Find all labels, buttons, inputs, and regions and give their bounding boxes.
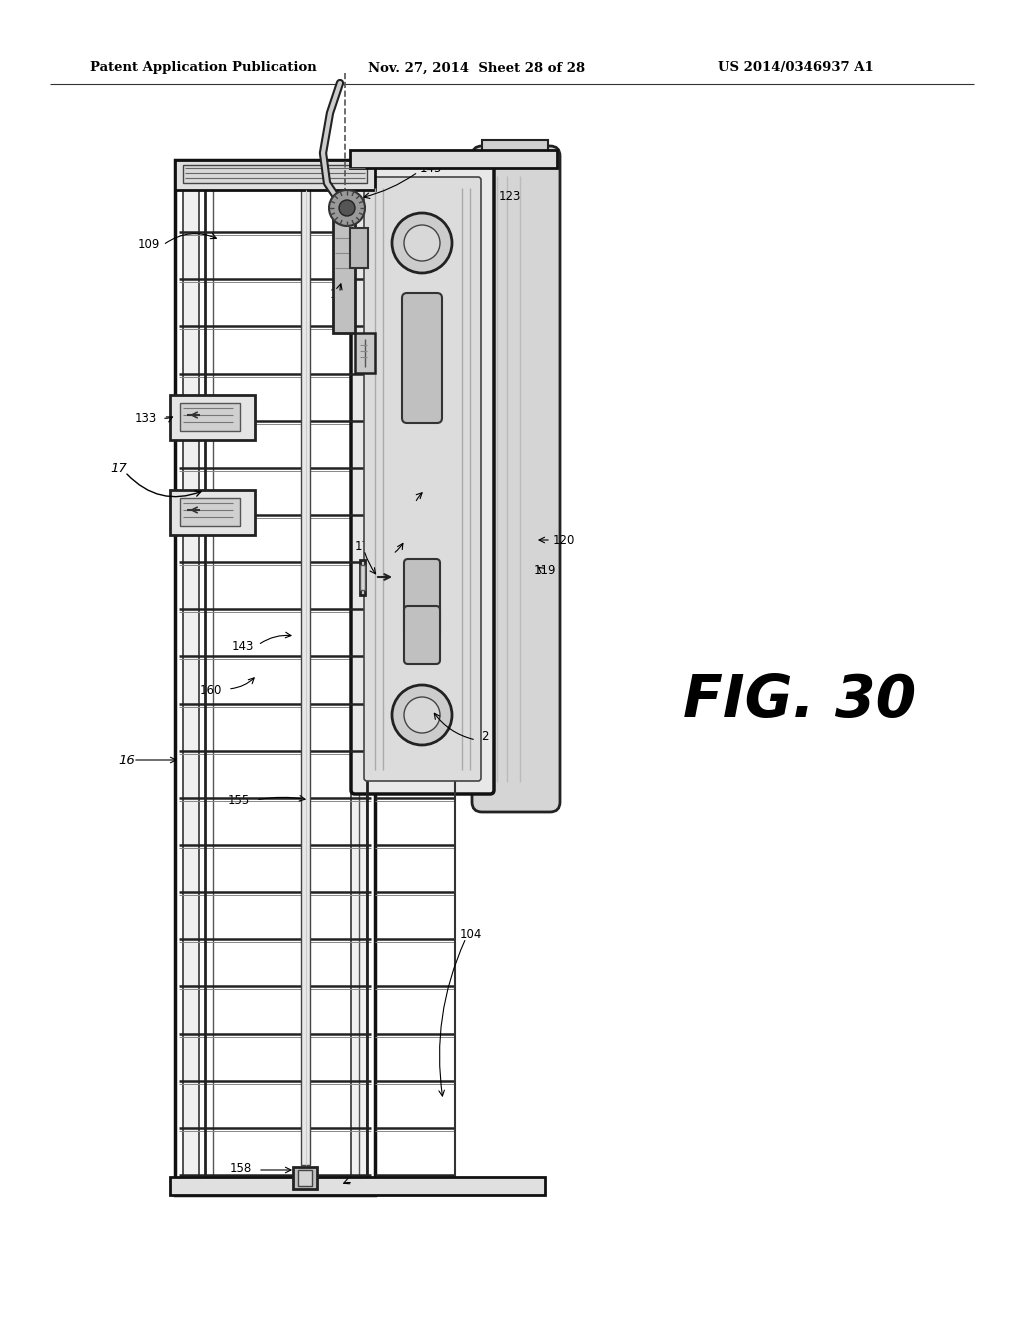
Text: 150: 150 xyxy=(355,1176,377,1188)
Text: 145: 145 xyxy=(420,161,442,174)
Text: 165: 165 xyxy=(383,549,406,561)
Text: 146: 146 xyxy=(330,289,352,301)
Text: 155: 155 xyxy=(228,793,250,807)
Bar xyxy=(301,190,310,1166)
Bar xyxy=(170,395,255,440)
FancyBboxPatch shape xyxy=(351,164,494,795)
Text: 163: 163 xyxy=(318,170,340,183)
Circle shape xyxy=(404,224,440,261)
Bar xyxy=(482,140,548,160)
Text: 158: 158 xyxy=(230,1162,252,1175)
Bar xyxy=(293,1167,317,1189)
Circle shape xyxy=(392,213,452,273)
FancyBboxPatch shape xyxy=(404,558,440,638)
Text: 128: 128 xyxy=(398,495,421,508)
Bar xyxy=(351,168,367,1187)
Circle shape xyxy=(339,201,355,216)
Bar xyxy=(333,203,355,333)
FancyBboxPatch shape xyxy=(472,147,560,812)
Bar xyxy=(298,1170,312,1185)
Text: 120: 120 xyxy=(553,533,575,546)
Bar xyxy=(360,565,365,590)
Bar xyxy=(350,228,368,268)
Text: 123: 123 xyxy=(499,190,521,202)
Bar xyxy=(350,150,557,168)
Bar xyxy=(180,403,240,432)
Text: 17: 17 xyxy=(110,462,127,474)
Circle shape xyxy=(329,190,365,226)
Text: 133: 133 xyxy=(135,412,158,425)
Bar xyxy=(180,498,240,525)
Text: US 2014/0346937 A1: US 2014/0346937 A1 xyxy=(718,62,873,74)
Bar xyxy=(170,1177,545,1195)
Text: 160: 160 xyxy=(200,684,222,697)
Text: 143: 143 xyxy=(232,639,254,652)
Text: 170: 170 xyxy=(355,540,378,553)
Text: 119: 119 xyxy=(534,564,556,577)
Text: 16: 16 xyxy=(118,754,135,767)
Bar xyxy=(355,333,375,374)
FancyBboxPatch shape xyxy=(364,177,481,781)
Text: FIG. 30: FIG. 30 xyxy=(683,672,916,729)
FancyBboxPatch shape xyxy=(402,293,442,422)
Bar xyxy=(175,160,375,190)
Text: 122: 122 xyxy=(468,730,490,743)
Bar xyxy=(170,490,255,535)
Bar xyxy=(175,160,375,1195)
Text: 109: 109 xyxy=(138,239,161,252)
Text: 104: 104 xyxy=(460,928,482,941)
Circle shape xyxy=(392,685,452,744)
Text: Patent Application Publication: Patent Application Publication xyxy=(90,62,316,74)
Circle shape xyxy=(404,697,440,733)
Text: Nov. 27, 2014  Sheet 28 of 28: Nov. 27, 2014 Sheet 28 of 28 xyxy=(368,62,585,74)
Bar xyxy=(183,168,199,1187)
Bar xyxy=(183,165,367,183)
Bar xyxy=(360,560,365,595)
FancyBboxPatch shape xyxy=(404,606,440,664)
